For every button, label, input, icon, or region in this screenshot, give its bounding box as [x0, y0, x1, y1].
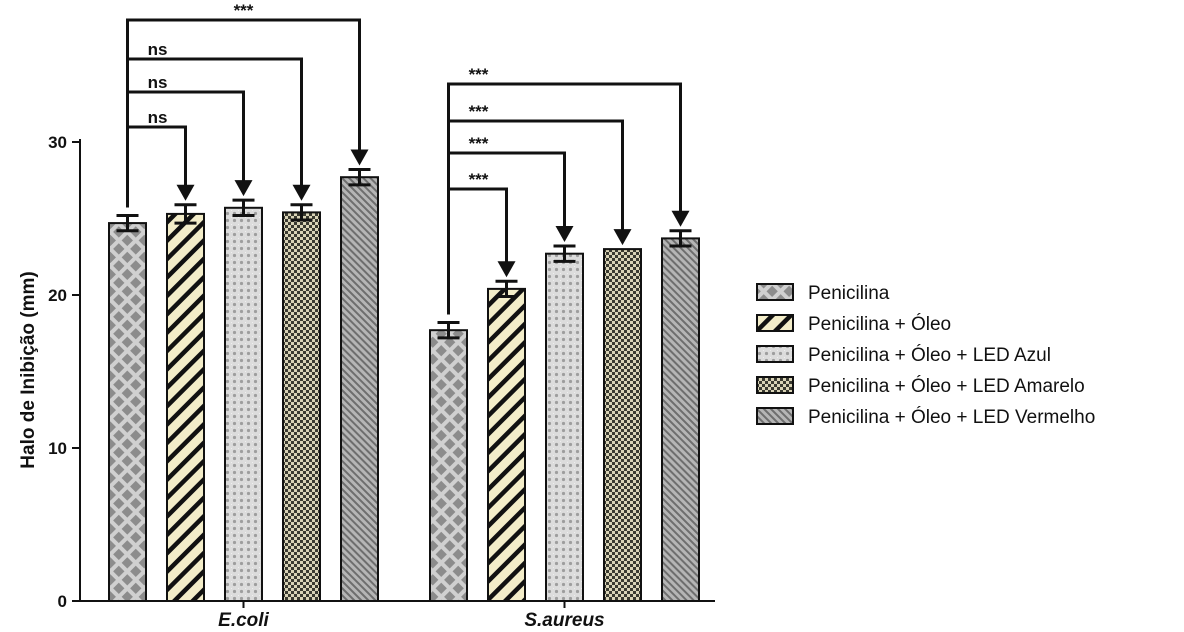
significance-label: ***	[469, 170, 489, 189]
arrow-head	[671, 210, 690, 227]
category-label: S.aureus	[524, 610, 604, 631]
y-tick-label: 10	[48, 439, 67, 458]
y-axis: 0 10 20 30	[48, 133, 81, 611]
legend-swatch	[756, 407, 794, 425]
y-tick-label: 30	[48, 133, 67, 152]
significance-label: ***	[234, 1, 254, 20]
arrow-head	[613, 229, 632, 246]
arrow-head	[497, 261, 516, 278]
bar	[429, 329, 468, 602]
bar	[166, 212, 205, 602]
legend-label: Penicilina + Óleo + LED Azul	[808, 344, 1051, 366]
legend-item: Penicilina + Óleo + LED Amarelo	[756, 375, 1085, 397]
legend-swatch	[756, 345, 794, 363]
error-bar	[116, 213, 139, 233]
error-bar	[174, 203, 197, 225]
error-bar	[495, 279, 518, 299]
significance-label: ns	[148, 40, 168, 59]
error-bar	[232, 198, 255, 217]
y-tick-label: 0	[58, 592, 67, 611]
bar	[282, 211, 321, 602]
arrow-head	[234, 180, 253, 197]
arrow-head	[292, 184, 311, 201]
significance-label: ns	[148, 73, 168, 92]
legend-item: Penicilina + Óleo + LED Vermelho	[756, 406, 1095, 428]
legend-item: Penicilina + Óleo + LED Azul	[756, 344, 1051, 366]
legend-item: Penicilina	[756, 283, 890, 304]
error-bar	[669, 229, 692, 248]
legend-item: Penicilina + Óleo	[756, 313, 951, 335]
error-bar	[553, 244, 576, 263]
arrow-head	[176, 184, 195, 201]
significance-brackets: ns ns ns *** *** *** *** ***	[126, 1, 690, 315]
legend-label: Penicilina + Óleo	[808, 313, 951, 335]
significance-bracket: ***	[126, 1, 369, 208]
error-bar	[348, 168, 371, 187]
category-label: E.coli	[218, 610, 269, 631]
y-tick-label: 20	[48, 286, 67, 305]
bar	[603, 248, 642, 602]
arrow-head	[350, 149, 369, 166]
error-bar	[290, 203, 313, 222]
legend: Penicilina Penicilina + Óleo Penicilina + …	[756, 283, 1095, 428]
significance-bracket: ns	[126, 108, 195, 208]
legend-label: Penicilina + Óleo + LED Amarelo	[808, 375, 1085, 397]
legend-swatch	[756, 314, 794, 332]
bar	[545, 252, 584, 602]
error-bars-group	[116, 168, 692, 340]
y-axis-title: Halo de Inibição (mm)	[18, 271, 39, 468]
significance-label: ***	[469, 102, 489, 121]
legend-label: Penicilina + Óleo + LED Vermelho	[808, 406, 1095, 428]
x-axis: E.coli S.aureus	[80, 600, 715, 631]
significance-bracket: ***	[447, 65, 690, 315]
bar	[661, 237, 700, 602]
legend-swatch	[756, 376, 794, 394]
bar	[487, 287, 526, 602]
legend-label: Penicilina	[808, 283, 890, 304]
bar	[340, 176, 379, 602]
significance-label: ***	[469, 134, 489, 153]
bar	[224, 206, 263, 602]
bars-group	[108, 176, 700, 602]
arrow-head	[555, 226, 574, 243]
error-bar	[437, 321, 460, 340]
significance-label: ***	[469, 65, 489, 84]
significance-label: ns	[148, 108, 168, 127]
bar	[108, 222, 147, 602]
legend-swatch	[756, 283, 794, 301]
